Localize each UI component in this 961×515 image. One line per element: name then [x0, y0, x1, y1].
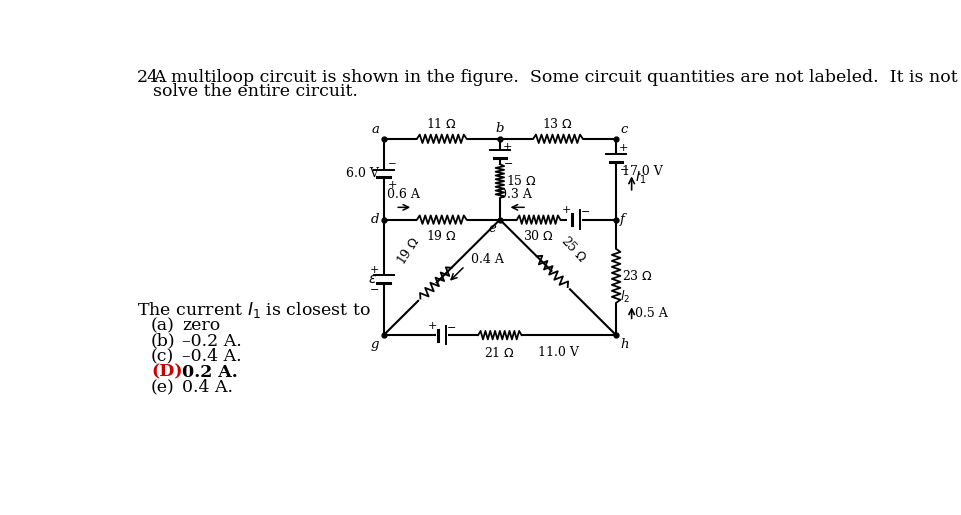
Text: $-$: $-$	[386, 158, 396, 167]
Text: +: +	[428, 321, 437, 331]
Text: (c): (c)	[151, 348, 174, 365]
Text: d: d	[371, 213, 379, 226]
Text: f: f	[620, 213, 625, 226]
Text: (D): (D)	[151, 364, 183, 381]
Text: 19 $\Omega$: 19 $\Omega$	[427, 229, 457, 243]
Text: solve the entire circuit.: solve the entire circuit.	[153, 82, 357, 99]
Text: h: h	[620, 338, 628, 351]
Text: $+$: $+$	[386, 179, 397, 190]
Text: +: +	[562, 205, 571, 215]
Text: +: +	[370, 265, 379, 274]
Text: (a): (a)	[151, 317, 175, 334]
Text: A multiloop circuit is shown in the figure.  Some circuit quantities are not lab: A multiloop circuit is shown in the figu…	[153, 70, 961, 87]
Text: $l_2$: $l_2$	[620, 288, 630, 305]
Text: 30 $\Omega$: 30 $\Omega$	[523, 229, 554, 243]
Text: zero: zero	[183, 317, 220, 334]
Text: 25 $\Omega$: 25 $\Omega$	[558, 233, 590, 265]
Text: –0.2 A.: –0.2 A.	[183, 333, 242, 350]
Text: $-$: $-$	[619, 163, 629, 173]
Text: 13 $\Omega$: 13 $\Omega$	[543, 117, 574, 131]
Text: –0.4 A.: –0.4 A.	[183, 348, 242, 365]
Text: c: c	[620, 124, 628, 136]
Text: +: +	[619, 143, 628, 153]
Text: $-$: $-$	[369, 283, 379, 293]
Text: 0.3 A: 0.3 A	[499, 188, 531, 201]
Text: $I_1$: $I_1$	[634, 169, 646, 185]
Text: (e): (e)	[151, 379, 175, 396]
Text: $-$: $-$	[580, 205, 590, 215]
Text: 6.0 V: 6.0 V	[346, 167, 379, 180]
Text: $-$: $-$	[503, 157, 513, 167]
Text: 11.0 V: 11.0 V	[537, 346, 579, 359]
Text: g: g	[371, 338, 379, 351]
Text: $\varepsilon$: $\varepsilon$	[368, 272, 378, 286]
Text: 0.5 A: 0.5 A	[634, 307, 668, 320]
Text: 11 $\Omega$: 11 $\Omega$	[427, 117, 457, 131]
Text: 15 $\Omega$: 15 $\Omega$	[506, 174, 537, 188]
Text: 0.6 A: 0.6 A	[387, 188, 420, 201]
Text: The current $I_1$ is closest to: The current $I_1$ is closest to	[137, 300, 371, 320]
Text: 17.0 V: 17.0 V	[623, 165, 663, 178]
Text: 0.4 A.: 0.4 A.	[183, 379, 234, 396]
Text: (b): (b)	[151, 333, 176, 350]
Text: 0.4 A: 0.4 A	[471, 253, 505, 266]
Text: 0.2 A.: 0.2 A.	[183, 364, 238, 381]
Text: b: b	[496, 122, 505, 135]
Text: 23 $\Omega$: 23 $\Omega$	[623, 269, 653, 283]
Text: 24.: 24.	[137, 70, 164, 87]
Text: $-$: $-$	[446, 321, 456, 331]
Text: e: e	[488, 222, 496, 235]
Text: 21 $\Omega$: 21 $\Omega$	[484, 346, 515, 360]
Text: +: +	[503, 142, 512, 151]
Text: 19 $\Omega$: 19 $\Omega$	[395, 234, 423, 268]
Text: a: a	[371, 123, 379, 136]
